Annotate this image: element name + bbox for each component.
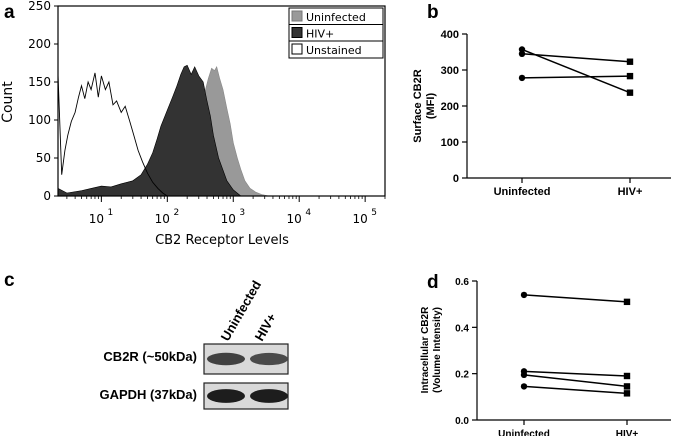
legend-swatch-hiv bbox=[291, 27, 303, 38]
point-uninfected bbox=[518, 46, 526, 53]
x-tick-exponent: 5 bbox=[371, 208, 377, 218]
legend-swatch-unstained bbox=[291, 43, 303, 55]
x-tick-label: Uninfected bbox=[494, 186, 551, 198]
series-line bbox=[521, 48, 631, 94]
x-tick-label: 10 bbox=[155, 212, 170, 226]
panel-label-c: c bbox=[4, 270, 15, 291]
x-tick-exponent: 1 bbox=[107, 208, 113, 218]
point-hiv bbox=[623, 372, 631, 380]
series-lines bbox=[520, 291, 631, 397]
x-axis-ticks: Uninfected HIV+ bbox=[494, 178, 643, 198]
y-tick-label: 0.4 bbox=[455, 323, 469, 334]
row-label-cb2r: CB2R (~50kDa) bbox=[103, 349, 197, 364]
point-hiv bbox=[626, 58, 634, 65]
y-axis-label-line1: Surface CB2R bbox=[412, 69, 424, 142]
panel-b-line-chart: 0 100 200 300 400 Uninfected HIV+ Surface CB2… bbox=[412, 29, 671, 198]
histogram-hiv- bbox=[57, 64, 242, 197]
panel-c-western-blot: Uninfected HIV+ CB2R (~50kDa) GAPDH (37k… bbox=[99, 278, 289, 410]
legend-label-uninfected: Uninfected bbox=[306, 11, 366, 24]
series-lines bbox=[518, 46, 634, 96]
point-uninfected bbox=[518, 74, 526, 82]
series-line bbox=[523, 370, 628, 377]
legend-box bbox=[288, 7, 384, 59]
x-axis-ticks: 10 1 10 2 10 3 10 4 10 5 bbox=[66, 196, 386, 226]
panel-d-line-chart: 0.0 0.2 0.4 0.6 Uninfected HIV+ Intracellula… bbox=[420, 277, 671, 436]
point-hiv bbox=[623, 390, 631, 397]
x-tick-label: Uninfected bbox=[498, 429, 550, 436]
y-axis-ticks: 0 100 200 300 400 bbox=[441, 29, 467, 185]
y-axis-label: Count bbox=[0, 81, 16, 123]
x-axis-label: CB2 Receptor Levels bbox=[155, 233, 289, 248]
series-line bbox=[521, 53, 631, 63]
y-tick-label: 150 bbox=[28, 75, 51, 89]
y-tick-label: 100 bbox=[441, 137, 459, 149]
y-tick-label: 200 bbox=[441, 101, 459, 113]
y-axis-ticks: 0 50 100 150 200 250 bbox=[28, 0, 58, 203]
y-tick-label: 400 bbox=[441, 29, 459, 41]
legend-label-hiv: HIV+ bbox=[306, 28, 334, 41]
series-line bbox=[523, 294, 628, 303]
x-tick-label: 10 bbox=[221, 212, 236, 226]
y-tick-label: 50 bbox=[36, 151, 51, 165]
blot-strips bbox=[203, 343, 289, 410]
legend-label-unstained: Unstained bbox=[306, 44, 362, 57]
legend-swatch-uninfected bbox=[291, 10, 303, 22]
y-tick-label: 250 bbox=[28, 0, 51, 13]
series-line bbox=[523, 385, 628, 395]
panel-label-b: b bbox=[427, 2, 439, 23]
panel-label-d: d bbox=[427, 272, 439, 293]
y-tick-label: 0.0 bbox=[455, 416, 469, 427]
y-tick-label: 100 bbox=[28, 113, 51, 127]
panel-label-a: a bbox=[4, 2, 15, 23]
point-uninfected bbox=[520, 383, 528, 390]
blot-band bbox=[250, 352, 288, 366]
x-tick-exponent: 4 bbox=[305, 208, 311, 218]
histogram-unstained bbox=[57, 72, 169, 197]
x-axis-ticks: Uninfected HIV+ bbox=[498, 420, 638, 436]
y-tick-label: 0 bbox=[43, 189, 51, 203]
x-tick-label: HIV+ bbox=[618, 186, 643, 198]
point-hiv bbox=[626, 89, 634, 96]
blot-band bbox=[250, 389, 288, 403]
y-tick-label: 0 bbox=[453, 173, 459, 185]
lane-label-hiv: HIV+ bbox=[252, 310, 280, 343]
x-tick-exponent: 2 bbox=[173, 208, 179, 218]
y-tick-label: 0.2 bbox=[455, 370, 469, 381]
y-axis-label-line1: Intracellular CB2R bbox=[420, 306, 431, 393]
x-tick-exponent: 3 bbox=[239, 208, 245, 218]
blot-band bbox=[207, 352, 245, 366]
x-tick-label: HIV+ bbox=[616, 429, 639, 436]
series-line bbox=[521, 75, 631, 79]
x-tick-label: 10 bbox=[89, 212, 104, 226]
legend: Uninfected HIV+ Unstained bbox=[288, 7, 384, 59]
row-label-gapdh: GAPDH (37kDa) bbox=[99, 387, 197, 402]
plot-frame bbox=[57, 5, 386, 197]
x-tick-label: 10 bbox=[353, 212, 368, 226]
x-tick-label: 10 bbox=[287, 212, 302, 226]
point-hiv bbox=[626, 72, 634, 80]
y-tick-label: 0.6 bbox=[455, 277, 469, 288]
y-axis-label-line2: (MFI) bbox=[425, 93, 437, 120]
point-uninfected bbox=[520, 371, 528, 379]
point-hiv bbox=[623, 298, 631, 306]
y-axis-label-line2: (Volume Intensity) bbox=[432, 307, 443, 393]
series-line bbox=[523, 374, 628, 388]
y-tick-label: 300 bbox=[441, 65, 459, 77]
point-hiv bbox=[623, 383, 631, 390]
y-tick-label: 200 bbox=[28, 37, 51, 51]
blot-band bbox=[207, 389, 245, 403]
point-uninfected bbox=[520, 291, 528, 299]
y-axis-ticks: 0.0 0.2 0.4 0.6 bbox=[455, 277, 477, 427]
histogram-fills bbox=[57, 64, 270, 197]
